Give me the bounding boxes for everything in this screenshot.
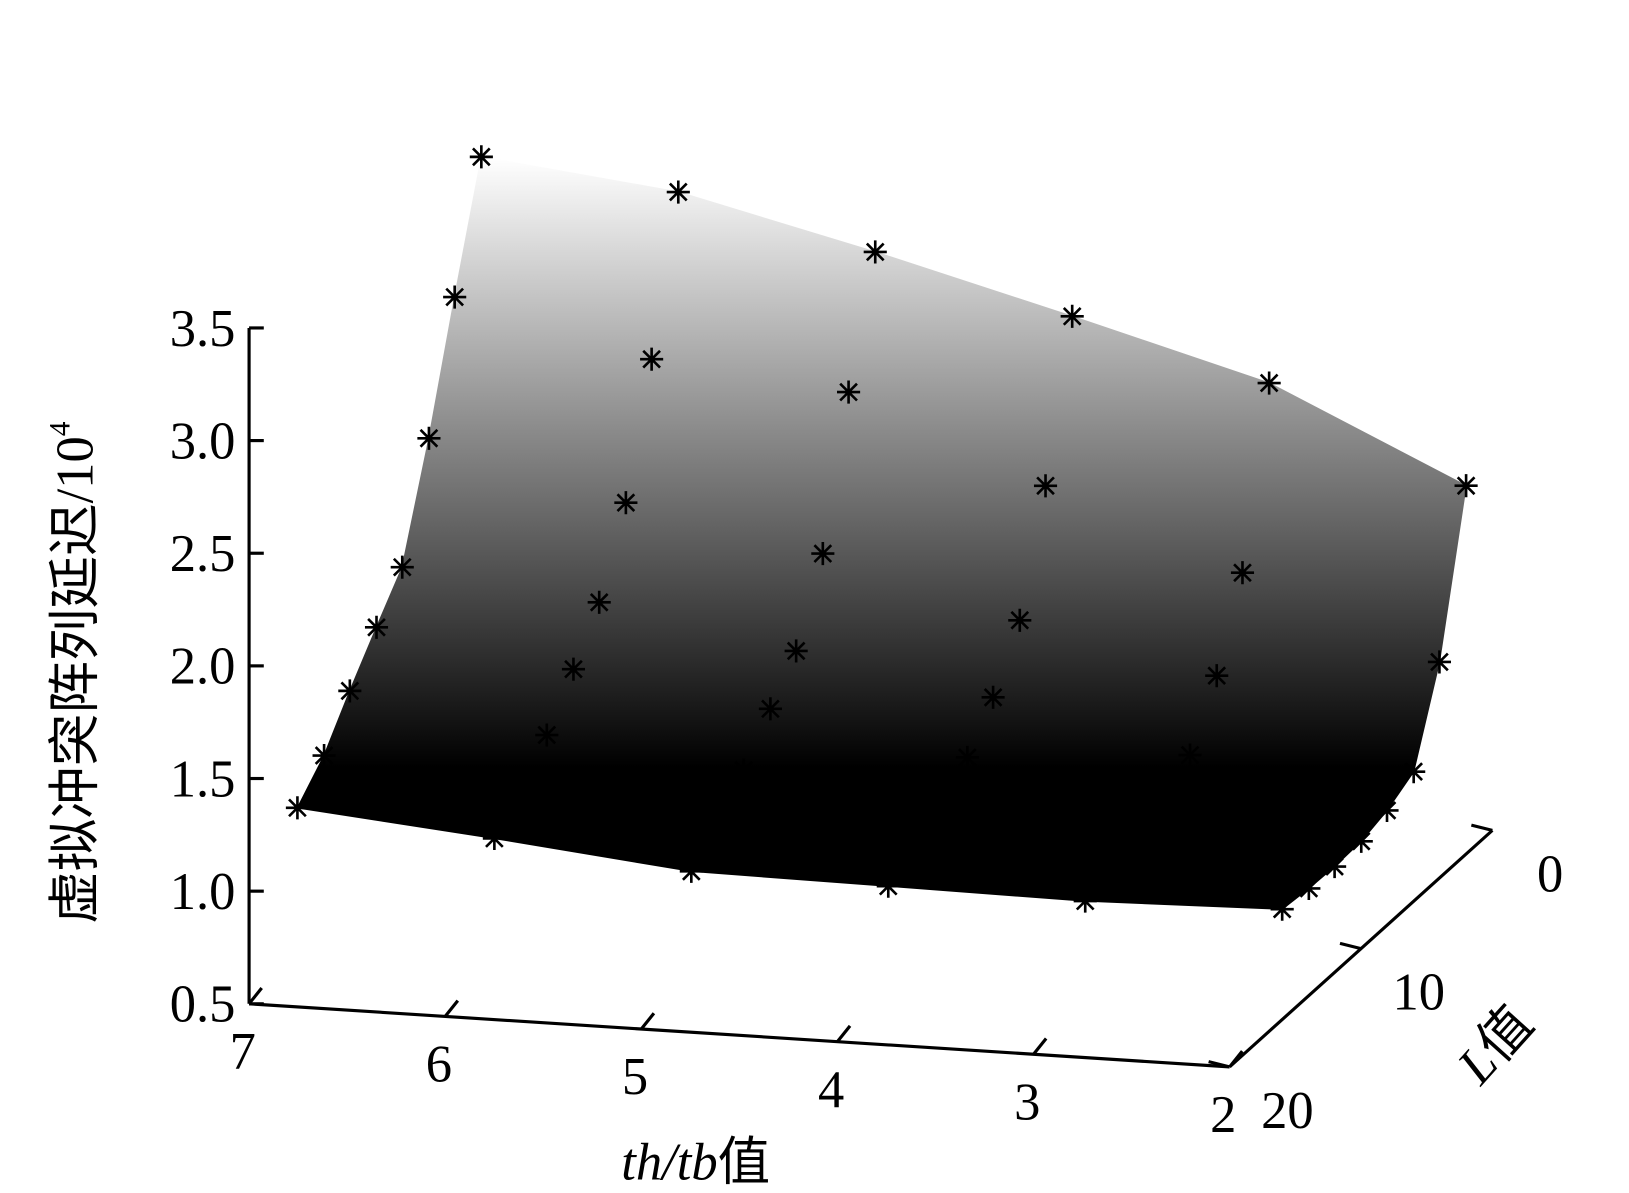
z-tick-label: 0.5: [170, 976, 236, 1034]
data-point: [811, 542, 835, 566]
y-tick-mark: [1470, 823, 1493, 832]
data-point: [482, 826, 506, 851]
data-point: [732, 758, 756, 782]
data-point: [1073, 889, 1097, 913]
data-point: [417, 426, 441, 450]
data-point: [666, 180, 690, 204]
x-axis-line: [248, 1002, 1230, 1069]
data-point: [1257, 371, 1281, 395]
data-point: [876, 874, 900, 898]
z-tick-label: 2.0: [170, 638, 236, 696]
data-point: [1100, 850, 1124, 874]
z-axis-title: 虚拟冲突阵列延迟/104: [44, 421, 104, 924]
data-point: [509, 770, 533, 794]
data-point: [285, 796, 309, 820]
z-tick-label: 1.5: [170, 750, 236, 808]
x-axis-title: th/tb值: [621, 1133, 770, 1191]
x-tick-label: 2: [1210, 1086, 1236, 1144]
x-tick-mark: [836, 1024, 852, 1043]
x-tick-mark: [247, 987, 263, 1005]
x-tick-mark: [640, 1012, 656, 1031]
data-point: [640, 347, 664, 371]
data-point: [614, 491, 638, 515]
data-point: [1402, 760, 1426, 784]
y-tick-mark: [1208, 1060, 1231, 1069]
data-point: [1230, 561, 1255, 585]
data-point: [535, 723, 559, 747]
data-point: [903, 829, 927, 853]
data-point: [1126, 819, 1150, 843]
z-tick-label: 3.5: [170, 300, 236, 358]
data-point: [1375, 798, 1399, 822]
x-tick-label: 6: [426, 1036, 452, 1094]
data-point: [1454, 474, 1478, 498]
z-tick-label: 2.5: [170, 525, 236, 583]
z-tick-label: 3.0: [170, 412, 236, 470]
data-point: [1270, 897, 1294, 921]
data-point: [338, 679, 362, 703]
z-axis-title-text: 虚拟冲突阵列延迟/10: [46, 436, 104, 924]
data-point: [561, 657, 586, 681]
x-axis-title-text: th/tb: [621, 1133, 717, 1191]
y-axis-title: L值: [1446, 995, 1544, 1095]
x-tick-mark: [1032, 1037, 1048, 1056]
y-tick-label: 20: [1261, 1082, 1314, 1140]
data-point: [929, 786, 953, 811]
z-axis-title-exponent: 4: [44, 421, 76, 436]
surface-cell: [650, 191, 876, 393]
data-point: [1323, 855, 1347, 879]
data-point: [364, 615, 389, 639]
data-point: [1152, 787, 1176, 811]
data-point: [1178, 743, 1202, 767]
data-point: [863, 240, 887, 264]
y-tick-label: 0: [1537, 845, 1563, 903]
y-tick-label: 10: [1393, 964, 1446, 1022]
data-point: [1060, 304, 1084, 328]
x-tick-label: 5: [622, 1048, 648, 1106]
x-tick-label: 7: [230, 1023, 256, 1081]
x-tick-label: 4: [818, 1061, 844, 1119]
data-point: [837, 380, 861, 404]
y-tick-mark: [1339, 941, 1362, 951]
x-tick-mark: [443, 999, 460, 1018]
data-point: [469, 145, 493, 169]
data-point: [955, 745, 979, 770]
data-point: [587, 590, 611, 614]
data-point: [1349, 829, 1373, 853]
data-point: [981, 685, 1005, 709]
data-point: [1205, 664, 1229, 688]
data-point: [758, 697, 782, 721]
data-point: [706, 796, 730, 820]
x-axis-title-suffix: 值: [718, 1133, 771, 1191]
data-point: [784, 639, 808, 663]
surface: [296, 156, 1467, 910]
data-point: [312, 743, 336, 768]
data-point: [679, 859, 703, 883]
data-point: [1033, 474, 1058, 498]
x-tick-label: 3: [1014, 1073, 1040, 1131]
data-point: [1427, 650, 1451, 674]
z-tick-label: 1.0: [170, 863, 236, 921]
data-point: [1297, 876, 1321, 900]
data-point: [1008, 608, 1032, 632]
points: [285, 145, 1478, 921]
data-point: [390, 555, 414, 579]
data-point: [443, 285, 467, 309]
